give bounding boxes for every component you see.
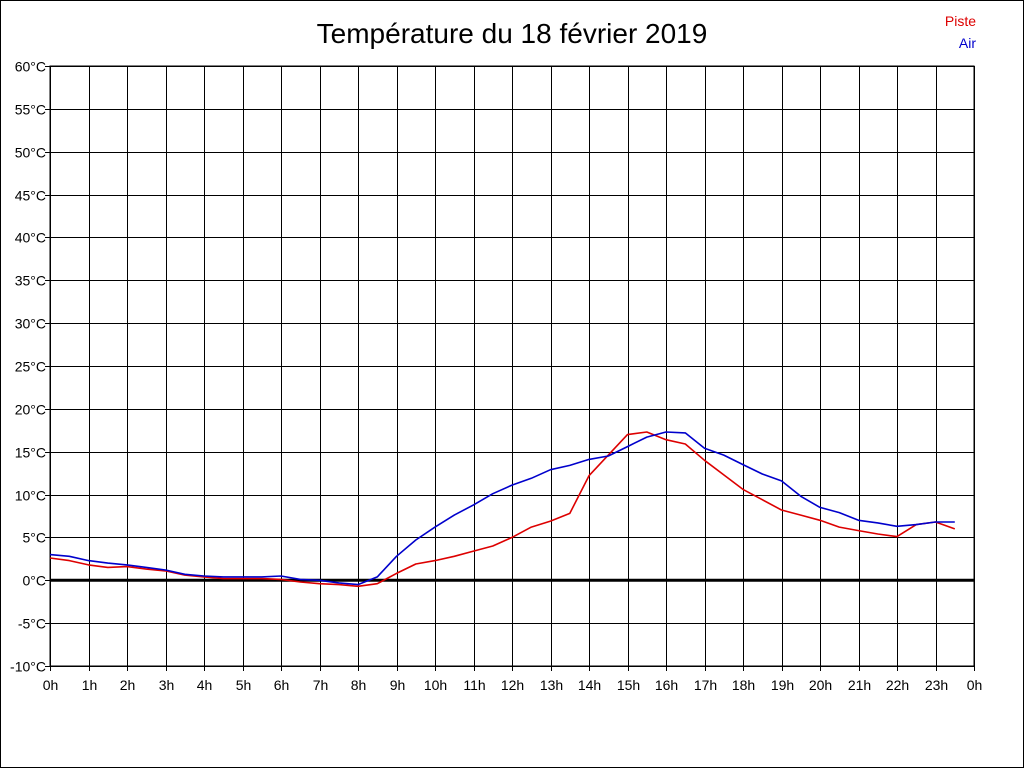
y-tick-label: 25°C (15, 359, 46, 375)
x-tick-label: 15h (617, 677, 640, 693)
x-tick-label: 1h (82, 677, 98, 693)
y-tick-label: 15°C (15, 445, 46, 461)
y-tick-label: 50°C (15, 145, 46, 161)
x-tick-label: 6h (274, 677, 290, 693)
x-tick-label: 3h (159, 677, 175, 693)
legend-entry-air: Air (958, 35, 976, 51)
y-tick-label: -5°C (18, 616, 46, 632)
x-tick-label: 16h (655, 677, 678, 693)
x-tick-label: 23h (925, 677, 948, 693)
chart-title: Température du 18 février 2019 (316, 18, 708, 49)
x-tick-label: 20h (809, 677, 832, 693)
y-tick-label: 0°C (23, 573, 47, 589)
x-tick-label: 5h (236, 677, 252, 693)
x-tick-label: 10h (424, 677, 447, 693)
x-tick-label: 22h (886, 677, 909, 693)
x-tick-label: 11h (463, 677, 485, 693)
series-line-air (49, 431, 955, 586)
y-tick-label: 30°C (15, 316, 46, 332)
x-tick-label: 19h (771, 677, 794, 693)
x-tick-label: 9h (390, 677, 406, 693)
x-tick-label: 13h (540, 677, 563, 693)
y-tick-label: 55°C (15, 102, 46, 118)
x-tick-label: 8h (351, 677, 367, 693)
x-tick-label: 14h (578, 677, 601, 693)
x-tick-label: 18h (732, 677, 755, 693)
y-tick-label: 35°C (15, 273, 46, 289)
y-tick-label: 45°C (15, 188, 46, 204)
series-line-piste (49, 431, 956, 588)
x-tick-label: 4h (197, 677, 213, 693)
y-tick-label: 5°C (23, 530, 47, 546)
y-tick-label: 40°C (15, 230, 46, 246)
x-tick-label: 7h (313, 677, 329, 693)
x-tick-label: 0h (43, 677, 59, 693)
x-tick-label: 2h (120, 677, 136, 693)
x-tick-label: 12h (501, 677, 524, 693)
x-tick-label: 21h (848, 677, 871, 693)
y-tick-label: 60°C (15, 59, 46, 75)
x-tick-label: 0h (967, 677, 983, 693)
legend-entry-piste: Piste (944, 13, 976, 29)
y-tick-label: 10°C (15, 488, 46, 504)
y-tick-label: 20°C (15, 402, 46, 418)
y-tick-label: -10°C (10, 659, 46, 675)
x-tick-label: 17h (694, 677, 717, 693)
